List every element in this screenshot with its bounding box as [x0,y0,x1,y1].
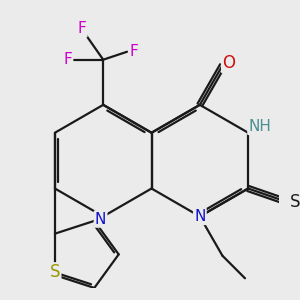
Text: F: F [63,52,72,67]
Text: S: S [290,193,300,211]
Text: F: F [78,21,86,36]
Text: S: S [50,263,60,281]
Text: O: O [222,54,235,72]
Text: NH: NH [248,119,271,134]
Text: N: N [194,209,206,224]
Text: N: N [95,212,106,226]
Text: F: F [129,44,138,59]
